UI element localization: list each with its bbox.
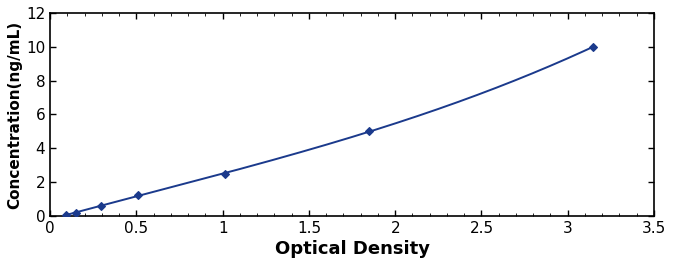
Y-axis label: Concentration(ng/mL): Concentration(ng/mL) <box>7 20 22 209</box>
X-axis label: Optical Density: Optical Density <box>275 240 429 258</box>
